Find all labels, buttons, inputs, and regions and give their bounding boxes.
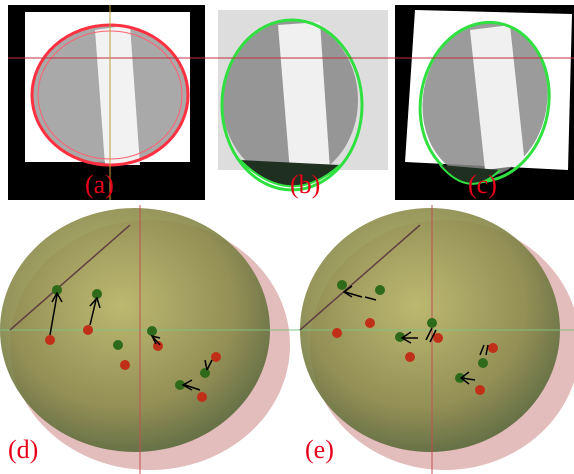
panel-b: (b) <box>205 5 395 200</box>
panel-label: (b) <box>290 170 320 199</box>
panel-a: (a) <box>8 5 205 200</box>
panel-label: (d) <box>8 435 38 464</box>
figure: (a) (b) (c) <box>0 0 574 474</box>
panel-label: (a) <box>85 170 114 199</box>
panel-e: (e) <box>290 205 574 474</box>
panel-label: (e) <box>305 435 334 464</box>
panel-d: (d) <box>0 205 290 474</box>
panel-label: (c) <box>468 170 497 199</box>
panel-c: (c) <box>395 5 574 200</box>
